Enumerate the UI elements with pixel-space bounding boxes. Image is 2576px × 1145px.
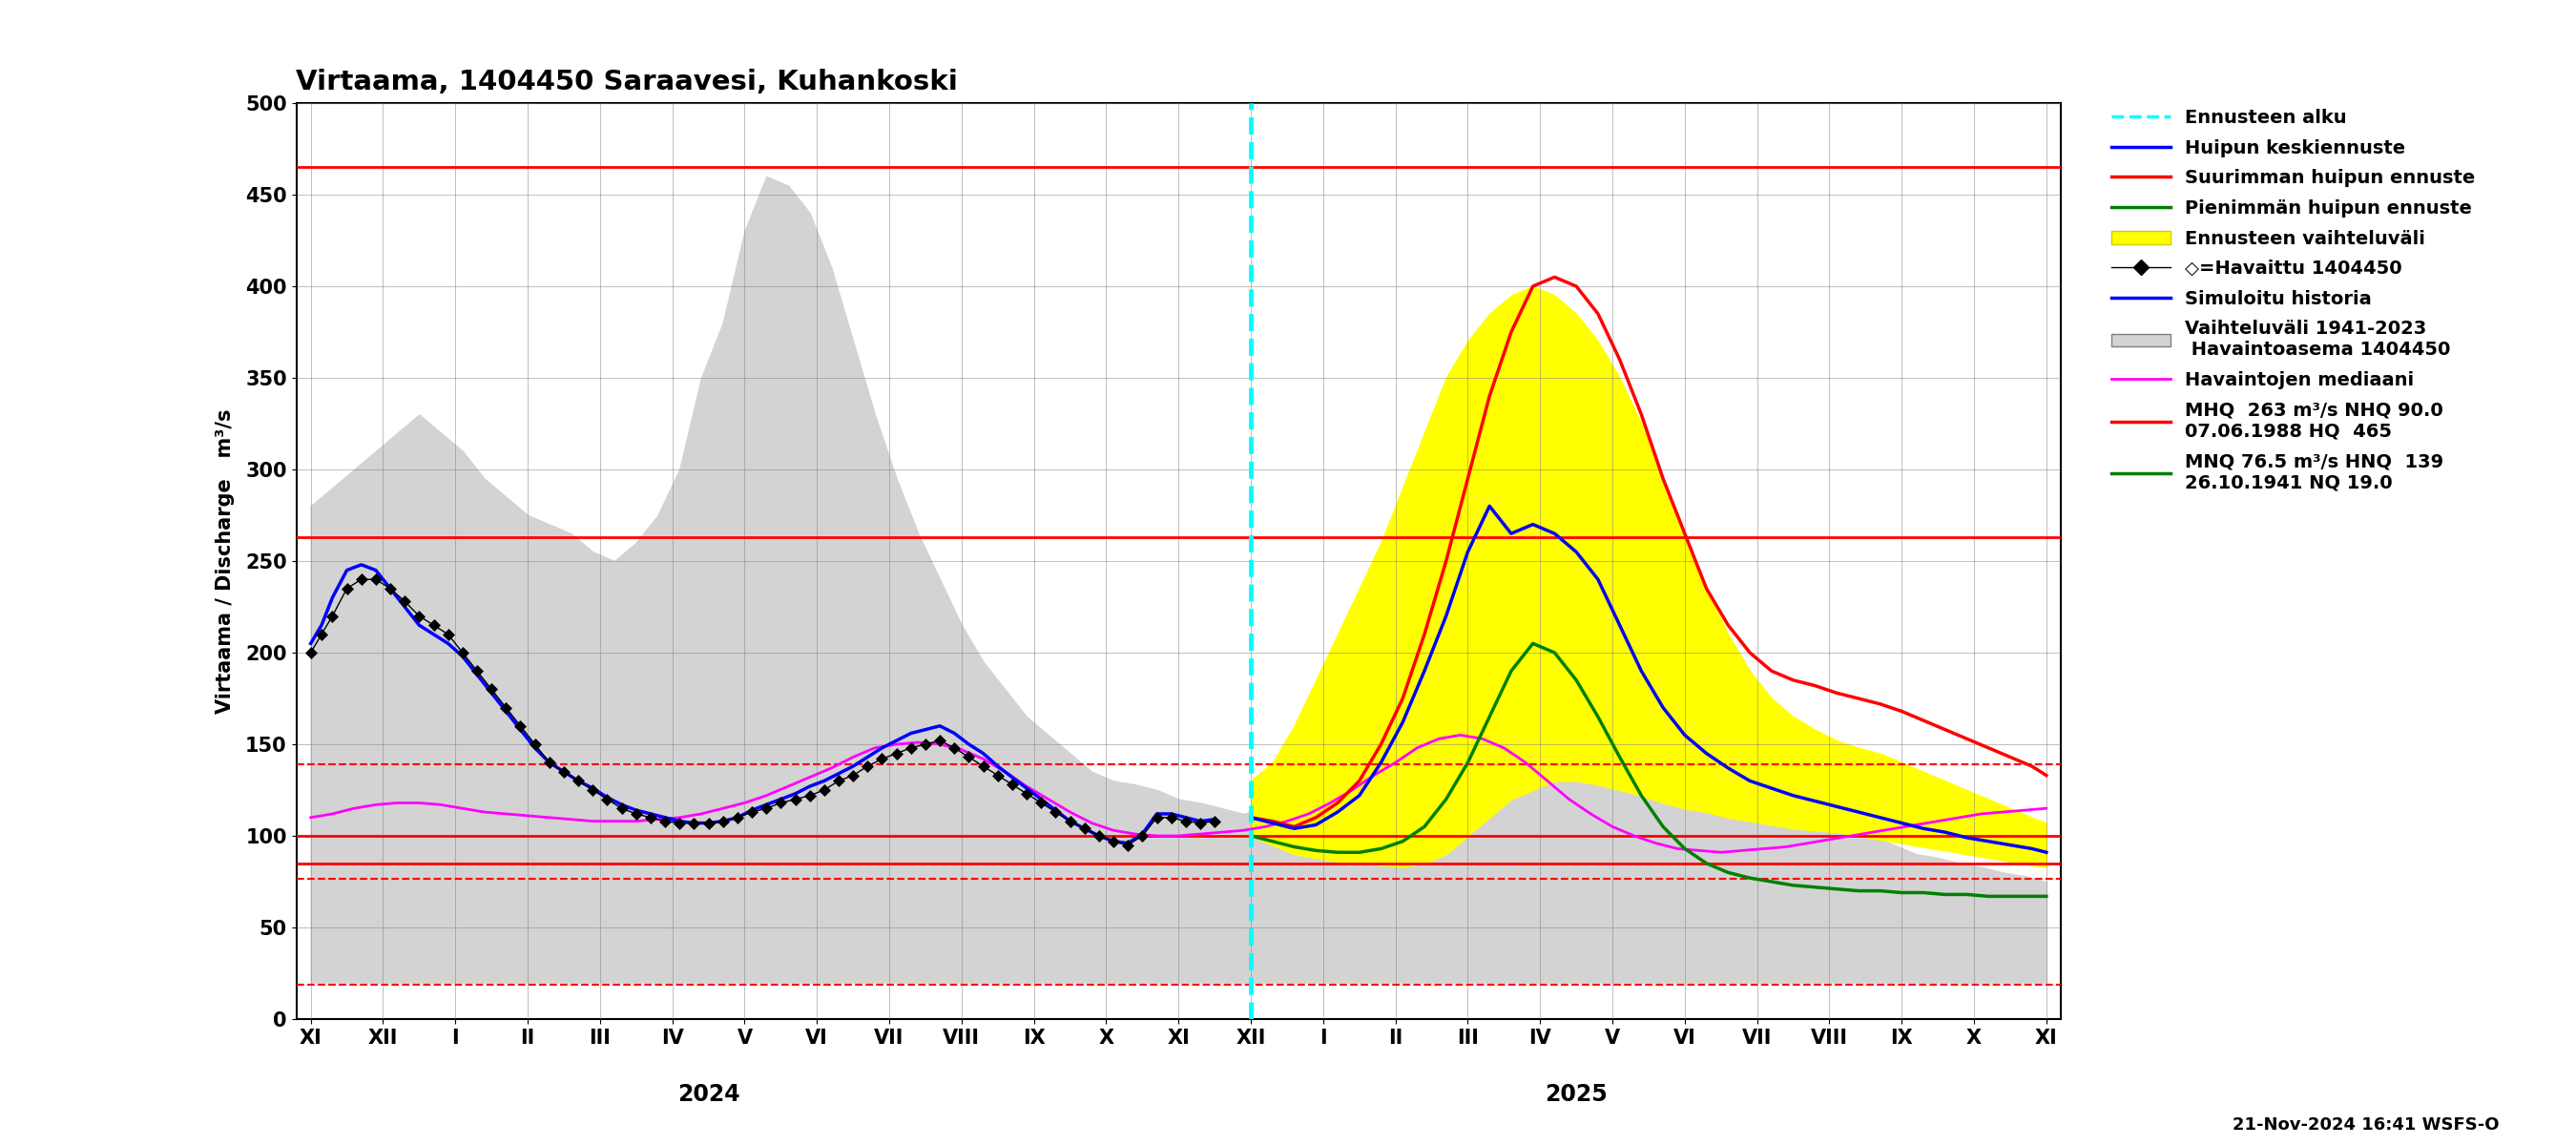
Y-axis label: Virtaama / Discharge   m³/s: Virtaama / Discharge m³/s bbox=[216, 409, 234, 713]
Text: Virtaama, 1404450 Saraavesi, Kuhankoski: Virtaama, 1404450 Saraavesi, Kuhankoski bbox=[296, 69, 958, 95]
Text: 2024: 2024 bbox=[677, 1083, 739, 1106]
Text: 21-Nov-2024 16:41 WSFS-O: 21-Nov-2024 16:41 WSFS-O bbox=[2231, 1116, 2499, 1134]
Text: 2025: 2025 bbox=[1546, 1083, 1607, 1106]
Legend: Ennusteen alku, Huipun keskiennuste, Suurimman huipun ennuste, Pienimmän huipun : Ennusteen alku, Huipun keskiennuste, Suu… bbox=[2105, 103, 2481, 497]
